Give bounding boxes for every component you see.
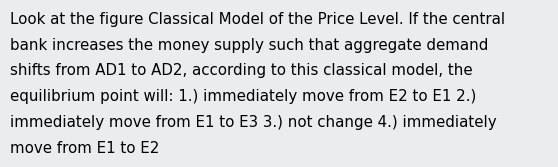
Text: shifts from AD1 to AD2, according to this classical model, the: shifts from AD1 to AD2, according to thi…: [10, 63, 473, 78]
Text: bank increases the money supply such that aggregate demand: bank increases the money supply such tha…: [10, 38, 488, 53]
Text: Look at the figure Classical Model of the Price Level. If the central: Look at the figure Classical Model of th…: [10, 12, 505, 27]
Text: equilibrium point will: 1.) immediately move from E2 to E1 2.): equilibrium point will: 1.) immediately …: [10, 89, 477, 104]
Text: immediately move from E1 to E3 3.) not change 4.) immediately: immediately move from E1 to E3 3.) not c…: [10, 115, 497, 130]
Text: move from E1 to E2: move from E1 to E2: [10, 141, 160, 156]
